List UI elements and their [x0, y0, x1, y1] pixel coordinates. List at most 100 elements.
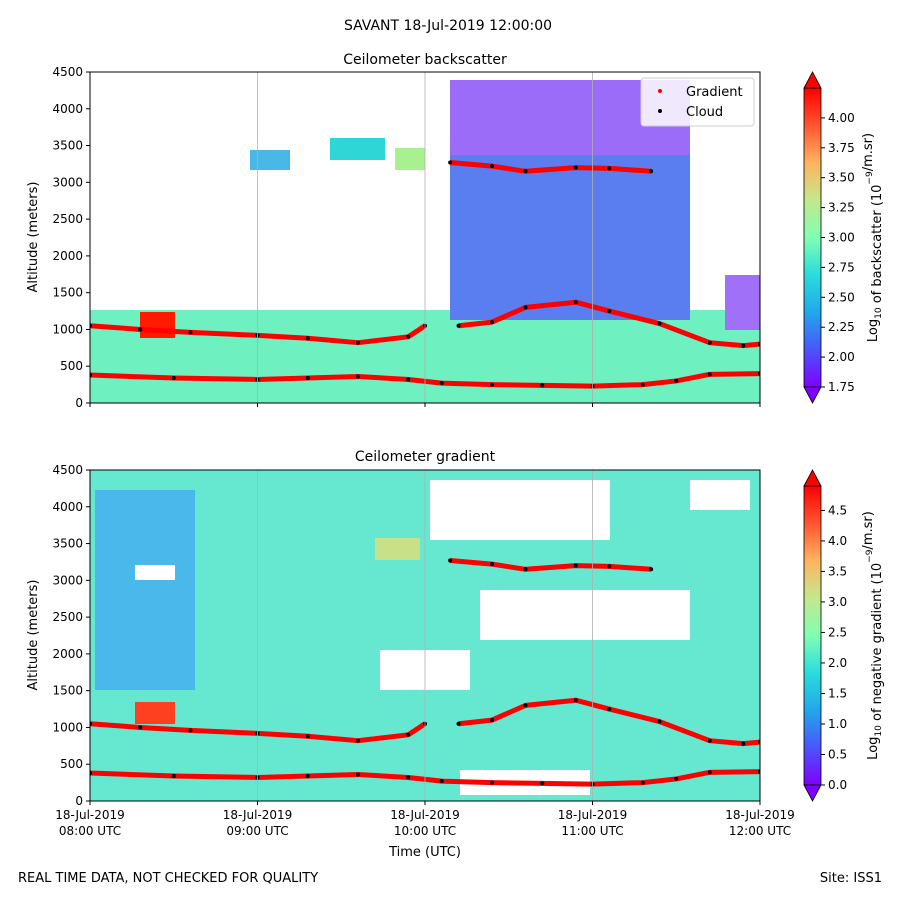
colorbar-tick-label: 3.50 [828, 171, 855, 185]
colorbar-extend-min [803, 784, 822, 802]
y-tick-label: 2000 [52, 249, 83, 263]
cloud-point [674, 776, 679, 781]
overlay-layers [90, 159, 760, 389]
colorbar-tick-label: 2.0 [828, 656, 847, 670]
y-tick-label: 0 [75, 396, 83, 410]
colorbar-tick-label: 3.00 [828, 231, 855, 245]
cloud-point [573, 165, 578, 170]
colorbar-tick-label: 2.75 [828, 260, 855, 274]
cloud-point [523, 305, 528, 310]
cloud-point [707, 340, 712, 345]
cloud-point [607, 309, 612, 314]
patch-3 [395, 148, 425, 170]
y-axis-label: Altitude (meters) [26, 182, 41, 293]
patch-right [725, 275, 760, 330]
colorbar-tick-label: 1.0 [828, 717, 847, 731]
colorbar-extend-max [803, 469, 822, 487]
panel-backscatter: Ceilometer backscatter 0 500 1000 1500 2000 2… [26, 52, 885, 410]
cloud-point [657, 719, 662, 724]
white-region-2 [480, 590, 690, 640]
x-axis [89, 403, 761, 407]
cloud-point [649, 169, 654, 174]
colorbar-tick-label: 1.75 [828, 380, 855, 394]
y-tick-label: 500 [60, 359, 83, 373]
cloud-point [356, 374, 360, 379]
y-tick-label: 4000 [52, 500, 83, 514]
y-tick-label: 2500 [52, 610, 83, 624]
cloud-point [490, 320, 494, 325]
cloud-point [649, 567, 654, 572]
colorbar-tick-label: 2.50 [828, 290, 855, 304]
cloud-point [523, 703, 528, 708]
colorbar-extend-max [803, 71, 822, 89]
blue-left-region [95, 490, 195, 690]
colorbar-tick-label: 1.5 [828, 686, 847, 700]
cloud-point [607, 707, 612, 712]
cloud-point [573, 300, 578, 305]
y-tick-label: 0 [75, 794, 83, 808]
colorbar-tick-label: 4.0 [828, 534, 847, 548]
figure-title: SAVANT 18-Jul-2019 12:00:00 [344, 18, 552, 34]
x-tick-label-time: 09:00 UTC [226, 824, 288, 838]
colorbar-label-part: Log [866, 737, 881, 760]
y-tick-label: 2000 [52, 647, 83, 661]
colorbar-tick-label: 3.75 [828, 141, 855, 155]
cloud-point [674, 378, 679, 383]
cloud-point [406, 334, 411, 339]
y-axis: 0 500 1000 1500 2000 2500 3000 3500 4000 4500 [52, 65, 90, 410]
cloud-point [448, 558, 453, 563]
x-tick-label-date: 18-Jul-2019 [725, 808, 795, 822]
cloud-point [490, 382, 494, 387]
cloud-point [439, 779, 444, 784]
y-tick-label: 3000 [52, 175, 83, 189]
cloud-point [305, 734, 310, 739]
x-tick-label-date: 18-Jul-2019 [558, 808, 628, 822]
legend-cloud-label: Cloud [686, 105, 723, 120]
legend: Gradient Cloud [640, 77, 755, 127]
colorbar-label-part: of negative gradient (10 [870, 563, 885, 725]
colorbar-label-part: Log [866, 319, 881, 342]
legend-gradient-marker [658, 89, 662, 93]
white-region-1 [430, 480, 610, 540]
colorbar-label-part: of backscatter (10 [870, 185, 885, 308]
gradient-trace [90, 371, 760, 389]
white-region-4 [135, 565, 175, 580]
colorbar-label-part: −9 [865, 549, 875, 563]
cloud-point [439, 381, 444, 386]
footer-note: REAL TIME DATA, NOT CHECKED FOR QUALITY [18, 871, 318, 886]
gradient-trace [90, 721, 427, 744]
y-tick-label: 4000 [52, 102, 83, 116]
colorbar-tick-label: 4.5 [828, 503, 847, 517]
gradient-trace [449, 159, 652, 174]
cloud-point [607, 166, 612, 171]
cloud-point [456, 721, 461, 726]
y-tick-label: 4500 [52, 65, 83, 79]
y-axis-label: Altitude (meters) [26, 580, 41, 691]
colorbar-extend-min [803, 386, 822, 404]
x-tick-label-time: 12:00 UTC [729, 824, 791, 838]
vertical-grid [257, 72, 593, 403]
x-axis: 18-Jul-2019 08:00 UTC 18-Jul-2019 09:00 UTC… [55, 801, 795, 838]
cloud-point [573, 698, 578, 703]
x-tick-label-time: 10:00 UTC [394, 824, 456, 838]
colorbar-tick-label: 4.00 [828, 111, 855, 125]
y-tick-label: 3500 [52, 139, 83, 153]
legend-cloud-marker [658, 109, 662, 113]
x-tick-label-date: 18-Jul-2019 [223, 808, 293, 822]
cloud-point [448, 160, 453, 165]
colorbar-tick-label: 2.25 [828, 320, 855, 334]
cloud-point [406, 775, 411, 780]
colorbar-label: Log10 of backscatter (10−9/m.sr) [861, 133, 885, 342]
y-tick-label: 1500 [52, 684, 83, 698]
cloud-region-fill [450, 150, 690, 320]
colorbar-tick-label: 3.5 [828, 564, 847, 578]
colorbar-tick-label: 2.00 [828, 350, 855, 364]
x-axis-label: Time (UTC) [388, 845, 461, 860]
cloud-point [490, 780, 494, 785]
footer-site: Site: ISS1 [820, 871, 882, 886]
cloud-point [490, 562, 494, 567]
y-tick-label: 1500 [52, 286, 83, 300]
red-patch [135, 702, 175, 724]
cloud-point [171, 773, 176, 778]
cloud-point [138, 327, 143, 332]
